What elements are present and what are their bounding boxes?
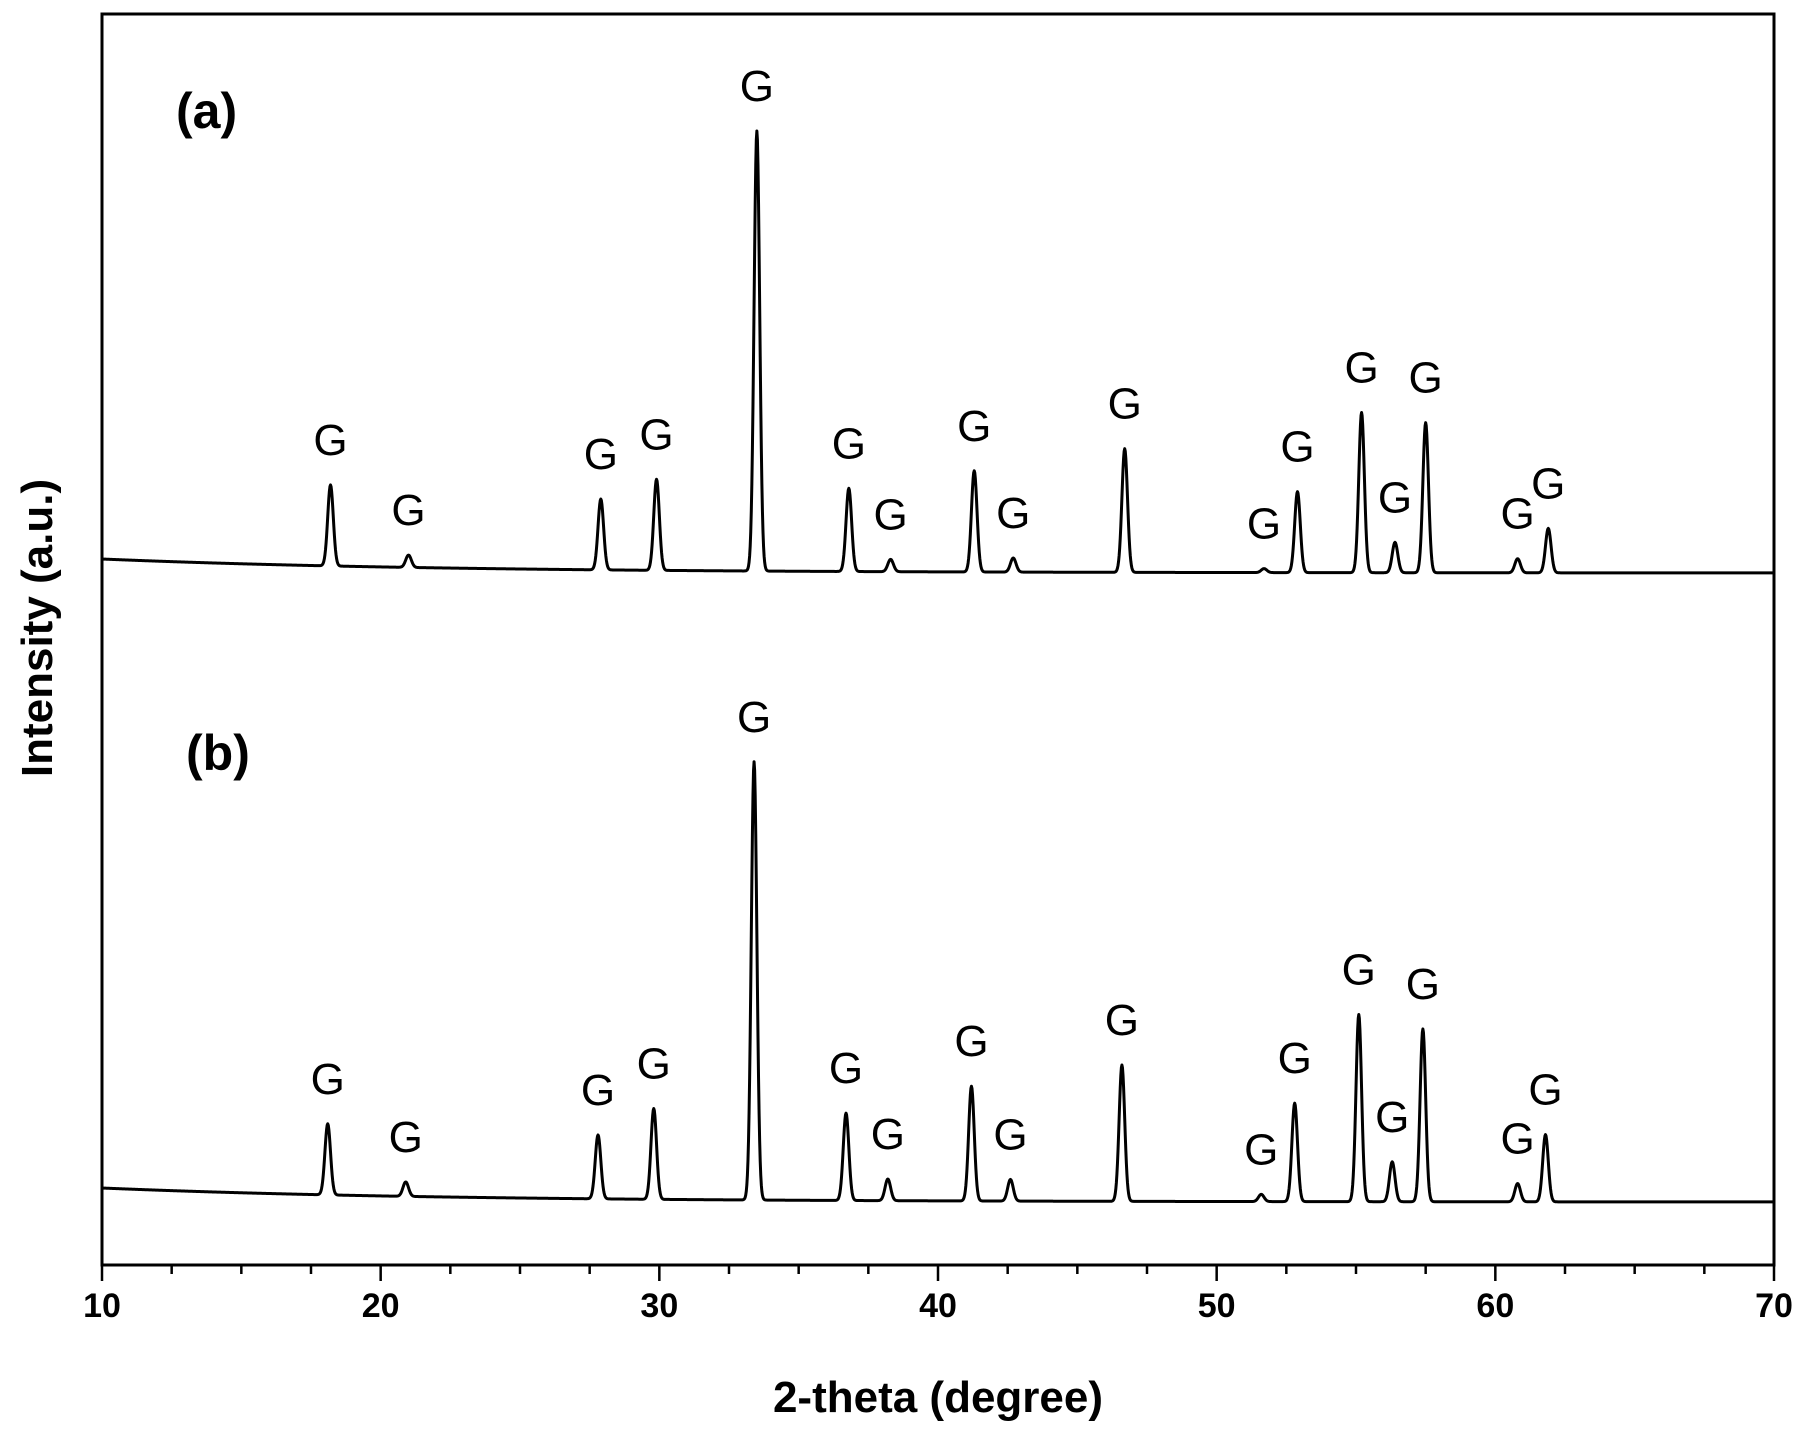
peak-label: G xyxy=(637,1040,671,1089)
x-tick-label: 10 xyxy=(83,1287,121,1325)
peak-label: G xyxy=(740,62,774,111)
data-traces xyxy=(101,129,1775,1204)
peak-label: G xyxy=(1278,1034,1312,1083)
peak-label: G xyxy=(954,1017,988,1066)
xrd-trace-b xyxy=(101,760,1775,1204)
peak-label: G xyxy=(1105,996,1139,1045)
peak-label: G xyxy=(993,1110,1027,1159)
peak-label: G xyxy=(311,1055,345,1104)
peak-label: G xyxy=(581,1066,615,1115)
xrd-trace-a xyxy=(101,129,1775,575)
x-axis-title: 2-theta (degree) xyxy=(773,1373,1103,1422)
peak-label: G xyxy=(1280,423,1314,472)
peak-label: G xyxy=(1528,1066,1562,1115)
panel-label-b: (b) xyxy=(186,725,250,781)
peak-label: G xyxy=(1344,344,1378,393)
plot-frame xyxy=(100,12,1776,1267)
peak-label: G xyxy=(1375,1093,1409,1142)
peak-label: G xyxy=(874,490,908,539)
peak-label: G xyxy=(1378,473,1412,522)
x-tick-label: 60 xyxy=(1476,1287,1514,1325)
peak-label: G xyxy=(389,1113,423,1162)
peak-label: G xyxy=(1108,380,1142,429)
x-tick-label: 30 xyxy=(640,1287,678,1325)
peak-label: G xyxy=(1406,960,1440,1009)
x-tick-label: 40 xyxy=(919,1287,957,1325)
plot-border xyxy=(100,12,1776,1267)
peak-label: G xyxy=(957,402,991,451)
peak-label: G xyxy=(313,416,347,465)
peak-label: G xyxy=(1342,945,1376,994)
peak-label: G xyxy=(1501,490,1535,539)
peak-label: G xyxy=(832,419,866,468)
peak-label: G xyxy=(871,1110,905,1159)
y-axis-title: Intensity (a.u.) xyxy=(13,479,62,777)
peak-label: G xyxy=(1247,500,1281,549)
x-axis-ticks: 10 20 30 40 50 60 70 xyxy=(83,1265,1793,1325)
peak-label: G xyxy=(996,489,1030,538)
peak-label: G xyxy=(737,693,771,742)
x-tick-label: 50 xyxy=(1198,1287,1236,1325)
peak-label: G xyxy=(1244,1125,1278,1174)
peak-label: G xyxy=(1409,354,1443,403)
peak-label: G xyxy=(639,410,673,459)
peak-label: G xyxy=(1531,459,1565,508)
x-tick-label: 70 xyxy=(1755,1287,1793,1325)
peak-label: G xyxy=(391,486,425,535)
peak-label: G xyxy=(584,430,618,479)
peak-label: G xyxy=(1501,1115,1535,1164)
panel-label-a: (a) xyxy=(176,83,237,139)
x-tick-label: 20 xyxy=(362,1287,400,1325)
peak-label: G xyxy=(829,1044,863,1093)
